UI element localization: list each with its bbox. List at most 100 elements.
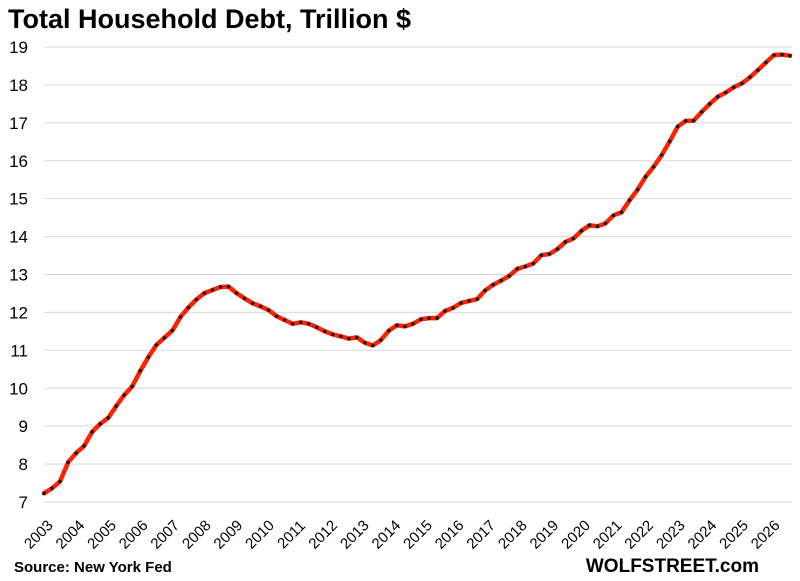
- data-point: [98, 422, 102, 426]
- data-point: [459, 301, 463, 305]
- data-point: [499, 278, 504, 283]
- data-point: [732, 85, 736, 89]
- data-point: [427, 316, 431, 320]
- series-group: [41, 52, 793, 496]
- data-point: [435, 316, 439, 320]
- data-point: [90, 430, 94, 434]
- x-axis-ticks: 2003200420052006200720082009201020112012…: [21, 517, 783, 553]
- x-tick-label: 2008: [179, 517, 215, 553]
- data-point: [603, 221, 608, 226]
- data-point: [691, 118, 696, 123]
- data-point: [643, 174, 648, 179]
- y-tick-label: 10: [9, 379, 28, 398]
- data-point: [186, 305, 191, 310]
- data-point: [443, 309, 447, 313]
- data-point: [539, 253, 544, 257]
- data-point: [202, 291, 207, 295]
- y-tick-label: 11: [10, 341, 28, 360]
- data-point: [242, 296, 247, 301]
- x-tick-label: 2006: [116, 517, 152, 553]
- data-point: [314, 325, 319, 330]
- data-point: [515, 267, 520, 271]
- data-point: [635, 187, 640, 192]
- x-tick-label: 2026: [748, 517, 784, 553]
- data-point: [531, 261, 536, 266]
- data-point: [700, 110, 704, 114]
- x-tick-label: 2020: [558, 517, 594, 553]
- data-point: [756, 68, 760, 72]
- y-tick-label: 7: [19, 493, 28, 512]
- data-point: [106, 416, 110, 420]
- data-point: [595, 224, 600, 229]
- data-point: [290, 322, 295, 326]
- data-point: [82, 444, 86, 448]
- data-point: [194, 297, 199, 302]
- data-point: [475, 297, 480, 301]
- x-tick-label: 2014: [369, 517, 405, 553]
- x-tick-label: 2023: [653, 517, 689, 553]
- x-tick-label: 2017: [463, 517, 499, 553]
- data-point: [748, 75, 752, 80]
- data-point: [483, 288, 488, 293]
- x-tick-label: 2004: [53, 517, 89, 553]
- data-point: [451, 306, 455, 310]
- data-point: [226, 284, 231, 289]
- y-tick-label: 19: [9, 38, 28, 57]
- data-point: [507, 274, 512, 278]
- data-point: [170, 328, 175, 333]
- x-tick-label: 2009: [211, 517, 247, 553]
- x-tick-label: 2019: [527, 517, 563, 553]
- data-point: [323, 329, 327, 334]
- data-point: [355, 335, 359, 340]
- data-point: [250, 301, 255, 306]
- data-point: [58, 479, 62, 484]
- data-point: [282, 318, 287, 322]
- data-point: [619, 210, 624, 215]
- y-tick-label: 9: [19, 417, 28, 436]
- x-tick-label: 2005: [84, 517, 120, 553]
- x-tick-label: 2025: [716, 517, 752, 553]
- data-point: [146, 355, 151, 360]
- data-point: [74, 451, 78, 455]
- data-point: [50, 486, 54, 491]
- data-point: [667, 139, 672, 144]
- data-point: [154, 343, 159, 347]
- x-tick-label: 2007: [147, 517, 183, 553]
- data-point: [547, 252, 552, 256]
- data-point: [266, 308, 271, 312]
- x-tick-label: 2013: [337, 517, 373, 553]
- data-point: [298, 320, 303, 325]
- y-tick-label: 8: [19, 455, 28, 474]
- y-tick-label: 14: [9, 228, 28, 247]
- series-line: [41, 52, 793, 496]
- data-point: [178, 315, 183, 319]
- data-point: [587, 223, 592, 227]
- brand-label: WOLFSTREET.com: [585, 556, 759, 577]
- data-point: [491, 282, 496, 287]
- source-note: Source: New York Fed: [14, 559, 172, 576]
- data-point: [387, 328, 391, 333]
- data-point: [162, 336, 167, 340]
- data-point: [764, 60, 768, 65]
- data-point: [523, 264, 528, 269]
- grid-lines: [44, 46, 792, 503]
- data-point: [411, 322, 415, 326]
- data-point: [555, 247, 560, 251]
- data-point: [627, 198, 632, 202]
- y-axis-ticks: 7 8 9 10 11 12 13 14 15 16 17 18 19: [9, 38, 28, 512]
- data-point: [708, 102, 712, 106]
- x-tick-label: 2018: [495, 517, 531, 553]
- data-point: [210, 288, 215, 292]
- data-point: [563, 240, 568, 244]
- data-point: [724, 90, 728, 95]
- data-point: [419, 317, 423, 322]
- data-point: [611, 213, 616, 218]
- x-tick-label: 2016: [432, 517, 468, 553]
- data-point: [331, 332, 335, 337]
- data-point: [395, 323, 399, 328]
- x-tick-label: 2012: [305, 517, 341, 553]
- data-point: [347, 336, 351, 341]
- data-point: [675, 124, 680, 129]
- data-point: [274, 314, 279, 319]
